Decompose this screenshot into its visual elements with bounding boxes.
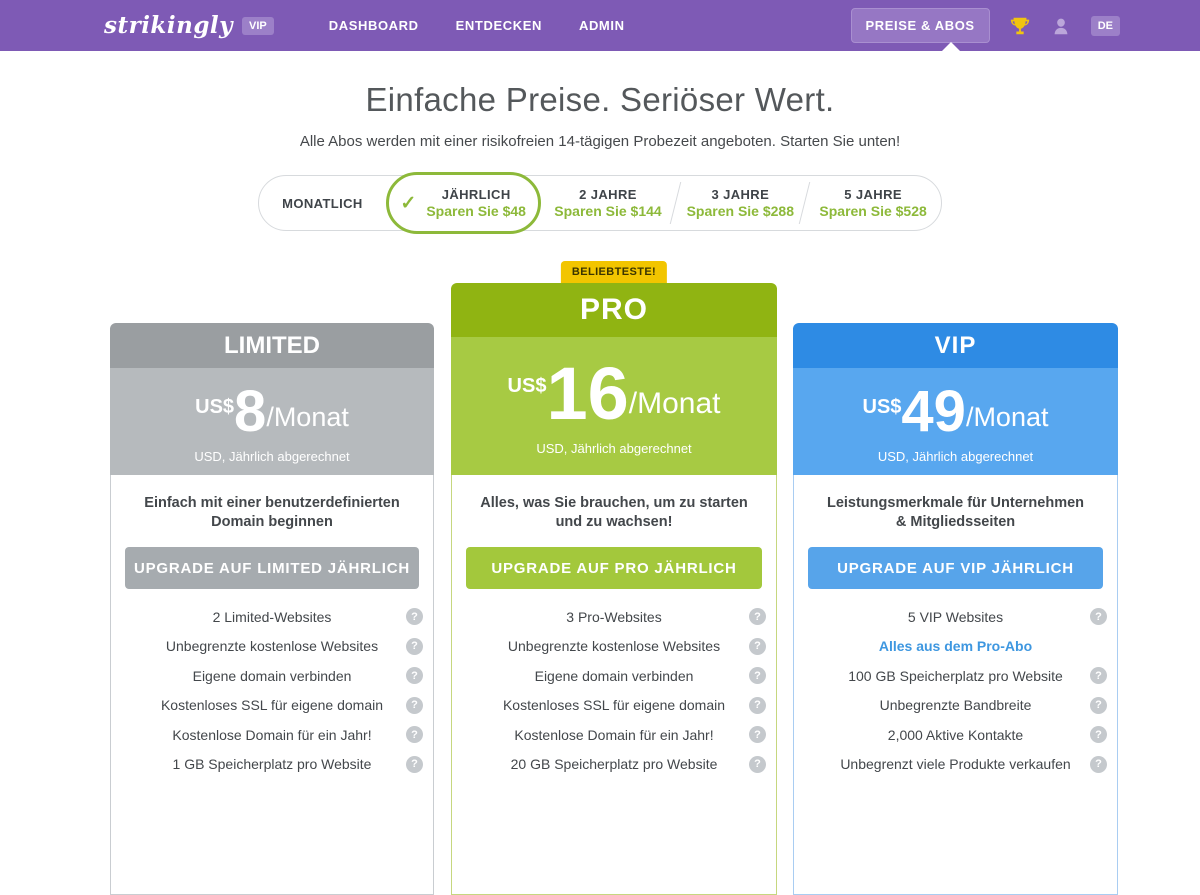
plan-description: Leistungsmerkmale für Unternehmen & Mitg… — [826, 495, 1085, 530]
plan-body: Alles, was Sie brauchen, um zu starten u… — [451, 475, 777, 895]
active-nav-pointer — [942, 42, 960, 51]
savings-label: Sparen Sie $144 — [554, 203, 662, 219]
feature-row: Eigene domain verbinden ? — [111, 661, 433, 691]
plan-body: Einfach mit einer benutzerdefinierten Do… — [110, 475, 434, 895]
check-icon: ✓ — [400, 192, 417, 214]
help-icon[interactable]: ? — [749, 726, 766, 743]
plan-title: PRO — [451, 283, 777, 337]
feature-row: 2,000 Aktive Kontakte ? — [794, 720, 1117, 750]
plan-title: LIMITED — [110, 323, 434, 368]
plan-price-section: US$ 49 /Monat USD, Jährlich abgerechnet — [793, 368, 1118, 475]
billing-option-yearly-selected[interactable]: ✓ JÄHRLICH Sparen Sie $48 — [385, 172, 541, 234]
page-title: Einfache Preise. Seriöser Wert. — [365, 81, 835, 118]
feature-row: Kostenloses SSL für eigene domain ? — [111, 691, 433, 721]
plan-body: Leistungsmerkmale für Unternehmen & Mitg… — [793, 475, 1118, 895]
feature-row: 1 GB Speicherplatz pro Website ? — [111, 750, 433, 780]
plan-card-vip: VIP US$ 49 /Monat USD, Jährlich abgerech… — [793, 323, 1118, 895]
plan-card-limited: LIMITED US$ 8 /Monat USD, Jährlich abger… — [110, 323, 434, 895]
most-popular-badge: BELIEBTESTE! — [560, 261, 668, 283]
savings-label: Sparen Sie $48 — [426, 203, 526, 219]
savings-label: Sparen Sie $288 — [686, 203, 794, 219]
logo[interactable]: strikingly VIP — [104, 12, 274, 39]
plan-title: VIP — [793, 323, 1118, 368]
help-icon[interactable]: ? — [1090, 608, 1107, 625]
nav-links: DASHBOARD ENTDECKEN ADMIN — [329, 18, 625, 33]
help-icon[interactable]: ? — [1090, 755, 1107, 773]
price-amount: 8 — [234, 379, 267, 444]
feature-row-pro-link: Alles aus dem Pro-Abo — [794, 632, 1117, 662]
billing-note: USD, Jährlich abgerechnet — [194, 449, 350, 465]
feature-list: 3 Pro-Websites ? Unbegrenzte kostenlose … — [452, 602, 776, 779]
hero-section: Einfache Preise. Seriöser Wert. Alle Abo… — [0, 81, 1200, 150]
help-icon[interactable]: ? — [406, 608, 423, 625]
price-currency: US$ — [507, 375, 547, 397]
user-icon[interactable] — [1050, 15, 1072, 37]
help-icon[interactable]: ? — [406, 696, 423, 714]
help-icon[interactable]: ? — [406, 637, 423, 655]
feature-row: Kostenlose Domain für ein Jahr! ? — [111, 720, 433, 750]
help-icon[interactable]: ? — [406, 726, 423, 743]
trophy-icon[interactable] — [1009, 15, 1031, 37]
nav-link-entdecken[interactable]: ENTDECKEN — [455, 18, 542, 33]
help-icon[interactable]: ? — [749, 637, 766, 655]
feature-row: Kostenlose Domain für ein Jahr! ? — [452, 720, 776, 750]
price-amount: 16 — [546, 352, 629, 435]
feature-row: Unbegrenzte kostenlose Websites ? — [111, 632, 433, 662]
billing-option-3-years[interactable]: 3 JAHRE Sparen Sie $288 — [686, 187, 794, 219]
feature-list: 2 Limited-Websites ? Unbegrenzte kostenl… — [111, 602, 433, 779]
help-icon[interactable]: ? — [1090, 667, 1107, 684]
nav-link-admin[interactable]: ADMIN — [578, 18, 625, 33]
plan-description: Einfach mit einer benutzerdefinierten Do… — [144, 495, 400, 530]
help-icon[interactable]: ? — [749, 608, 766, 625]
help-icon[interactable]: ? — [749, 755, 766, 773]
feature-row: Eigene domain verbinden ? — [452, 661, 776, 691]
logo-vip-badge: VIP — [242, 16, 274, 35]
savings-label: Sparen Sie $528 — [819, 203, 927, 219]
logo-text: strikingly — [104, 12, 234, 39]
plan-description: Alles, was Sie brauchen, um zu starten u… — [480, 495, 748, 530]
price-amount: 49 — [901, 379, 966, 444]
feature-row: Unbegrenzte kostenlose Websites ? — [452, 632, 776, 662]
billing-period-selector: MONATLICH ✓ JÄHRLICH Sparen Sie $48 2 JA… — [258, 172, 942, 234]
feature-row: Kostenloses SSL für eigene domain ? — [452, 691, 776, 721]
help-icon[interactable]: ? — [1090, 696, 1107, 714]
top-navbar: strikingly VIP DASHBOARD ENTDECKEN ADMIN… — [0, 0, 1200, 51]
upgrade-limited-button[interactable]: UPGRADE AUF LIMITED JÄHRLICH — [125, 547, 419, 589]
price-period: /Monat — [965, 402, 1049, 433]
feature-row: 3 Pro-Websites ? — [452, 602, 776, 632]
billing-note: USD, Jährlich abgerechnet — [877, 449, 1034, 465]
feature-row: 100 GB Speicherplatz pro Website ? — [794, 661, 1117, 691]
upgrade-vip-button[interactable]: UPGRADE AUF VIP JÄHRLICH — [808, 547, 1103, 589]
price-period: /Monat — [628, 387, 721, 421]
feature-row: 2 Limited-Websites ? — [111, 602, 433, 632]
help-icon[interactable]: ? — [749, 667, 766, 684]
feature-row: Unbegrenzt viele Produkte verkaufen ? — [794, 750, 1117, 780]
plan-price-section: US$ 16 /Monat USD, Jährlich abgerechnet — [451, 337, 777, 475]
nav-right: PREISE & ABOS DE — [850, 8, 1120, 43]
everything-in-pro-link[interactable]: Alles aus dem Pro-Abo — [878, 638, 1033, 655]
price-currency: US$ — [862, 396, 902, 418]
billing-option-monthly[interactable]: MONATLICH — [282, 195, 363, 211]
billing-option-2-years[interactable]: 2 JAHRE Sparen Sie $144 — [554, 187, 662, 219]
feature-list: 5 VIP Websites ? Alles aus dem Pro-Abo 1… — [794, 602, 1117, 779]
help-icon[interactable]: ? — [406, 755, 423, 773]
pricing-plans-button[interactable]: PREISE & ABOS — [850, 8, 990, 43]
nav-link-dashboard[interactable]: DASHBOARD — [328, 18, 419, 33]
plan-card-pro: BELIEBTESTE! PRO US$ 16 /Monat USD, Jähr… — [451, 261, 777, 895]
feature-row: Unbegrenzte Bandbreite ? — [794, 691, 1117, 721]
billing-option-5-years[interactable]: 5 JAHRE Sparen Sie $528 — [819, 187, 927, 219]
upgrade-pro-button[interactable]: UPGRADE AUF PRO JÄHRLICH — [466, 547, 762, 589]
feature-row: 5 VIP Websites ? — [794, 602, 1117, 632]
page-subtitle: Alle Abos werden mit einer risikofreien … — [299, 133, 901, 150]
feature-row: 20 GB Speicherplatz pro Website ? — [452, 750, 776, 780]
price-period: /Monat — [266, 402, 349, 433]
language-badge[interactable]: DE — [1090, 15, 1120, 36]
price-currency: US$ — [195, 396, 235, 418]
plan-price-section: US$ 8 /Monat USD, Jährlich abgerechnet — [110, 368, 434, 475]
help-icon[interactable]: ? — [749, 696, 766, 714]
help-icon[interactable]: ? — [406, 667, 423, 684]
billing-note: USD, Jährlich abgerechnet — [536, 441, 692, 457]
help-icon[interactable]: ? — [1090, 726, 1107, 743]
